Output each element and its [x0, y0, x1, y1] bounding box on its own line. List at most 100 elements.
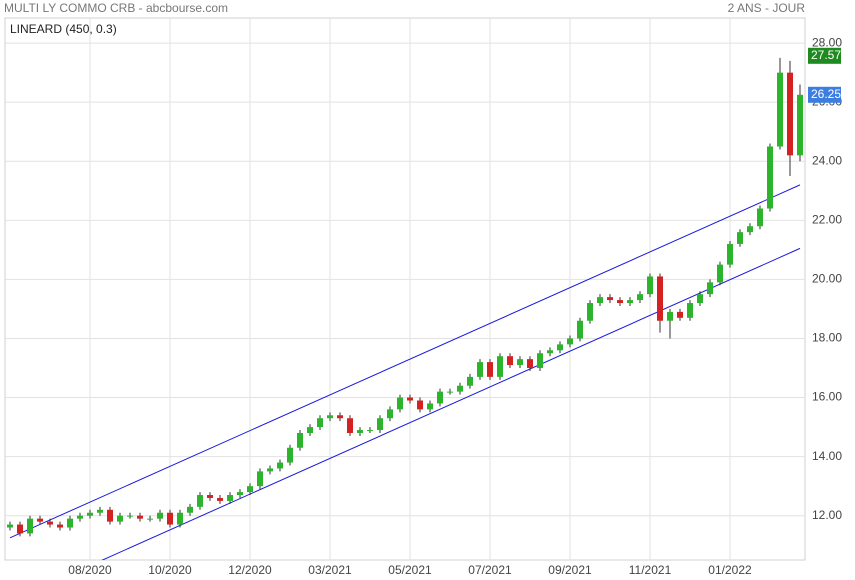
- indicator-label: LINEARD (450, 0.3): [10, 22, 117, 36]
- candle-body: [57, 524, 63, 528]
- candle-body: [237, 492, 243, 496]
- candle-body: [607, 297, 613, 301]
- candle-body: [727, 243, 733, 265]
- candle-body: [557, 344, 563, 351]
- candle-body: [457, 385, 463, 392]
- period-label: 2 ANS - JOUR: [728, 1, 806, 15]
- candle-body: [207, 495, 213, 498]
- candle-body: [627, 300, 633, 304]
- candle-body: [697, 294, 703, 304]
- candle-body: [17, 524, 23, 534]
- x-tick-label: 11/2021: [629, 563, 672, 577]
- candle-body: [227, 495, 233, 501]
- candle-body: [587, 303, 593, 321]
- x-tick-label: 07/2021: [468, 563, 512, 577]
- candle-body: [67, 518, 73, 528]
- candle-body: [737, 232, 743, 244]
- candle-body: [437, 391, 443, 404]
- candle-body: [27, 518, 33, 534]
- candle-body: [577, 320, 583, 339]
- y-tick-label: 20.00: [812, 272, 842, 286]
- candle-body: [377, 418, 383, 431]
- candle-body: [477, 362, 483, 377]
- x-tick-label: 01/2022: [708, 563, 752, 577]
- candle-body: [647, 276, 653, 295]
- candle-body: [147, 518, 153, 520]
- x-tick-label: 03/2021: [308, 563, 352, 577]
- candle-body: [347, 418, 353, 433]
- candle-body: [797, 94, 803, 156]
- candle-body: [167, 512, 173, 525]
- candle-body: [217, 497, 223, 501]
- candle-body: [617, 300, 623, 304]
- candle-body: [47, 521, 53, 525]
- candle-body: [317, 418, 323, 428]
- candle-body: [497, 356, 503, 377]
- y-tick-label: 14.00: [812, 449, 842, 463]
- candle-body: [407, 397, 413, 401]
- candle-body: [267, 468, 273, 472]
- candle-body: [127, 515, 133, 517]
- candle-body: [77, 515, 83, 519]
- candle-body: [357, 430, 363, 433]
- y-tick-label: 12.00: [812, 508, 842, 522]
- price-marker-label: 27.57: [811, 48, 841, 62]
- candle-body: [777, 72, 783, 147]
- plot-area: [4, 17, 806, 561]
- price-marker: [808, 86, 841, 103]
- candle-body: [287, 447, 293, 463]
- candle-body: [247, 486, 253, 493]
- candle-body: [687, 303, 693, 318]
- candle-body: [307, 427, 313, 433]
- y-tick-label: 18.00: [812, 331, 842, 345]
- x-tick-label: 05/2021: [388, 563, 432, 577]
- candle-body: [257, 471, 263, 487]
- candle-body: [97, 509, 103, 513]
- candle-body: [547, 350, 553, 354]
- candle-body: [427, 403, 433, 410]
- candle-body: [417, 400, 423, 410]
- candle-body: [467, 376, 473, 386]
- candle-body: [757, 208, 763, 227]
- chart-title: MULTI LY COMMO CRB - abcbourse.com: [4, 1, 228, 15]
- y-tick-label: 22.00: [812, 212, 842, 226]
- candle-body: [517, 359, 523, 366]
- x-tick-label: 08/2020: [68, 563, 112, 577]
- candle-body: [197, 495, 203, 507]
- price-marker-label: 26.25: [811, 87, 841, 101]
- candle-body: [137, 515, 143, 519]
- candle-body: [367, 430, 373, 432]
- channel-line: [9, 184, 801, 539]
- candle-body: [597, 297, 603, 304]
- candle-body: [337, 415, 343, 419]
- y-tick-label: 24.00: [812, 153, 842, 167]
- candle-body: [507, 356, 513, 366]
- candle-body: [787, 72, 793, 156]
- candle-body: [487, 362, 493, 377]
- candle-body: [327, 415, 333, 419]
- x-tick-label: 12/2020: [228, 563, 272, 577]
- candle-body: [107, 509, 113, 522]
- y-tick-label: 16.00: [812, 390, 842, 404]
- candle-body: [37, 518, 43, 522]
- candle-body: [637, 294, 643, 301]
- candle-body: [277, 462, 283, 469]
- candle-body: [567, 338, 573, 345]
- y-tick-label: 28.00: [812, 35, 842, 49]
- candle-body: [7, 524, 13, 528]
- candle-body: [667, 311, 673, 321]
- candle-body: [397, 397, 403, 410]
- candle-body: [177, 512, 183, 525]
- candle-body: [767, 146, 773, 209]
- candle-body: [117, 515, 123, 522]
- candle-body: [447, 391, 453, 393]
- candle-body: [677, 311, 683, 318]
- candle-body: [187, 506, 193, 513]
- channel-line: [101, 247, 801, 560]
- candle-body: [747, 226, 753, 233]
- candle-body: [527, 359, 533, 369]
- candle-body: [657, 276, 663, 321]
- candle-body: [707, 282, 713, 295]
- candle-body: [537, 353, 543, 369]
